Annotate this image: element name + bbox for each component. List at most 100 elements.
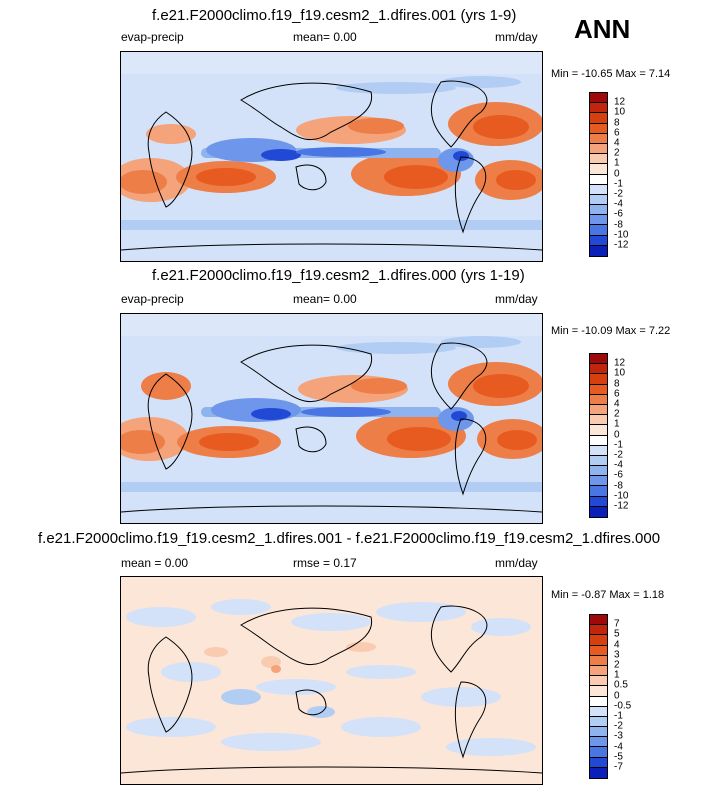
panel-2-mean-label: mean= 0.00 — [293, 292, 357, 306]
colorbar-swatch — [590, 415, 607, 426]
colorbar-tick-label: 12 — [614, 357, 626, 369]
panel-3-units-label: mm/day — [495, 556, 538, 570]
colorbar-swatch — [590, 374, 607, 385]
colorbar-swatch — [590, 476, 607, 487]
panel-3-map-field — [121, 577, 542, 784]
colorbar-swatch — [590, 225, 607, 236]
colorbar-swatch — [590, 455, 607, 467]
colorbar-tick-label: 2 — [614, 147, 620, 159]
panel-1-minmax: Min = -10.65 Max = 7.14 — [551, 68, 671, 80]
colorbar-tick-label: 1 — [614, 418, 620, 430]
colorbar-tick-label: -12 — [614, 500, 629, 512]
colorbar-tick-label: 10 — [614, 367, 626, 379]
season-label: ANN — [574, 14, 631, 44]
colorbar-tick-label: 0 — [614, 429, 620, 441]
colorbar-swatch — [590, 635, 607, 646]
panel-1-map — [120, 51, 543, 262]
colorbar-swatch — [590, 154, 607, 165]
colorbar-tick-label: -2 — [614, 720, 623, 732]
colorbar-tick-label: -7 — [614, 761, 623, 773]
panel-2-variable-label: evap-precip — [121, 292, 184, 306]
colorbar-swatch — [590, 394, 607, 405]
colorbar-tick-label: 5 — [614, 628, 620, 640]
colorbar-tick-label: 8 — [614, 117, 620, 129]
panel-2-colorbar — [589, 353, 608, 518]
panel-1-map-field — [121, 52, 542, 261]
colorbar-tick-label: 0 — [614, 690, 620, 702]
colorbar-swatch — [590, 93, 607, 104]
colorbar-tick-label: -8 — [614, 480, 623, 492]
panel-3-map — [120, 576, 543, 785]
colorbar-swatch — [590, 174, 607, 185]
colorbar-swatch — [590, 184, 607, 195]
colorbar-swatch — [590, 486, 607, 497]
colorbar-tick-label: -2 — [614, 188, 623, 200]
panel-3-mean-label: mean = 0.00 — [121, 556, 189, 570]
panel-1-units-label: mm/day — [495, 30, 538, 44]
panel-1-title: f.e21.F2000climo.f19_f19.cesm2_1.dfires.… — [152, 7, 517, 24]
colorbar-tick-label: -8 — [614, 219, 623, 231]
panel-2-map — [120, 313, 543, 524]
colorbar-swatch — [590, 615, 607, 626]
colorbar-tick-label: -5 — [614, 751, 623, 763]
colorbar-tick-label: -2 — [614, 449, 623, 461]
colorbar-swatch — [590, 435, 607, 446]
colorbar-tick-label: -4 — [614, 459, 623, 471]
colorbar-swatch — [590, 676, 607, 687]
colorbar-tick-label: 1 — [614, 669, 620, 681]
panel-1-variable-label: evap-precip — [121, 30, 184, 44]
colorbar-tick-label: -6 — [614, 208, 623, 220]
colorbar-swatch — [590, 747, 607, 758]
colorbar-tick-label: 12 — [614, 96, 626, 108]
colorbar-tick-label: 8 — [614, 378, 620, 390]
colorbar-swatch — [590, 506, 607, 517]
panel-3-rmse-label: rmse = 0.17 — [293, 556, 357, 570]
colorbar-swatch — [590, 215, 607, 226]
colorbar-tick-label: 4 — [614, 137, 620, 149]
panel-3-colorbar — [589, 614, 608, 779]
colorbar-tick-label: 0.5 — [614, 679, 628, 691]
colorbar-swatch — [590, 706, 607, 717]
colorbar-swatch — [590, 767, 607, 778]
colorbar-swatch — [590, 205, 607, 216]
panel-2-title: f.e21.F2000climo.f19_f19.cesm2_1.dfires.… — [152, 267, 525, 284]
panel-1-mean-label: mean= 0.00 — [293, 30, 357, 44]
colorbar-swatch — [590, 384, 607, 395]
colorbar-tick-label: -0.5 — [614, 700, 632, 712]
panel-2-map-field — [121, 314, 542, 523]
colorbar-tick-label: -10 — [614, 229, 629, 241]
colorbar-swatch — [590, 496, 607, 507]
colorbar-tick-label: 10 — [614, 106, 626, 118]
colorbar-tick-label: 0 — [614, 168, 620, 180]
colorbar-tick-label: -4 — [614, 741, 623, 753]
colorbar-swatch — [590, 425, 607, 436]
colorbar-swatch — [590, 235, 607, 246]
colorbar-swatch — [590, 354, 607, 365]
colorbar-swatch — [590, 113, 607, 124]
colorbar-swatch — [590, 645, 607, 656]
colorbar-swatch — [590, 364, 607, 375]
colorbar-swatch — [590, 655, 607, 666]
colorbar-swatch — [590, 103, 607, 114]
colorbar-tick-label: -12 — [614, 239, 629, 251]
colorbar-tick-label: -3 — [614, 730, 623, 742]
colorbar-tick-label: 4 — [614, 398, 620, 410]
colorbar-tick-label: 7 — [614, 618, 620, 630]
colorbar-swatch — [590, 445, 607, 456]
colorbar-tick-label: -1 — [614, 439, 623, 451]
colorbar-swatch — [590, 143, 607, 155]
colorbar-swatch — [590, 625, 607, 636]
colorbar-swatch — [590, 665, 607, 677]
colorbar-tick-label: -1 — [614, 710, 623, 722]
colorbar-swatch — [590, 727, 607, 738]
panel-2-minmax: Min = -10.09 Max = 7.22 — [551, 325, 671, 337]
colorbar-swatch — [590, 164, 607, 175]
colorbar-swatch — [590, 686, 607, 697]
colorbar-swatch — [590, 194, 607, 206]
colorbar-tick-label: 3 — [614, 649, 620, 661]
colorbar-tick-label: 2 — [614, 408, 620, 420]
colorbar-swatch — [590, 737, 607, 748]
colorbar-tick-label: 2 — [614, 659, 620, 671]
panel-3-title: f.e21.F2000climo.f19_f19.cesm2_1.dfires.… — [38, 530, 661, 547]
